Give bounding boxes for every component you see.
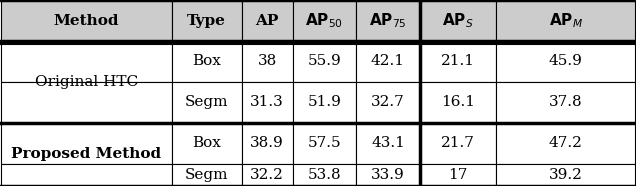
Text: 21.1: 21.1 <box>441 54 475 68</box>
Text: $\mathbf{AP}_{S}$: $\mathbf{AP}_{S}$ <box>442 11 474 30</box>
Text: 47.2: 47.2 <box>549 136 583 150</box>
Bar <box>293 82 356 123</box>
Bar <box>420 123 496 164</box>
Text: 51.9: 51.9 <box>307 95 342 109</box>
Text: 38: 38 <box>258 54 277 68</box>
Bar <box>293 123 356 164</box>
Bar <box>420 0 496 41</box>
Bar <box>242 82 293 123</box>
Bar <box>1 41 172 82</box>
Text: $\mathbf{AP}_{M}$: $\mathbf{AP}_{M}$ <box>549 11 583 30</box>
Bar <box>293 0 356 41</box>
Bar <box>172 82 242 123</box>
Bar <box>496 41 635 82</box>
Text: 45.9: 45.9 <box>549 54 583 68</box>
Bar <box>1 0 172 41</box>
Text: Box: Box <box>192 54 221 68</box>
Text: 53.8: 53.8 <box>308 168 341 182</box>
Text: Segm: Segm <box>185 168 228 182</box>
Bar <box>356 164 420 186</box>
Text: 43.1: 43.1 <box>371 136 405 150</box>
Bar <box>496 82 635 123</box>
Text: Segm: Segm <box>185 95 228 109</box>
Bar <box>1 123 172 164</box>
Bar <box>420 82 496 123</box>
Bar <box>420 164 496 186</box>
Text: Original HTC: Original HTC <box>34 75 138 89</box>
Bar <box>242 123 293 164</box>
Text: Method: Method <box>53 14 119 28</box>
Text: 38.9: 38.9 <box>250 136 284 150</box>
Text: $\mathbf{AP}_{50}$: $\mathbf{AP}_{50}$ <box>305 11 343 30</box>
Bar <box>1 164 172 186</box>
Text: 55.9: 55.9 <box>307 54 342 68</box>
Text: 17: 17 <box>448 168 467 182</box>
Text: AP: AP <box>256 14 279 28</box>
Bar <box>496 123 635 164</box>
Text: Type: Type <box>187 14 226 28</box>
Bar <box>356 0 420 41</box>
Text: 42.1: 42.1 <box>371 54 405 68</box>
Bar <box>420 41 496 82</box>
Bar <box>172 164 242 186</box>
Bar <box>172 123 242 164</box>
Bar <box>242 164 293 186</box>
Bar <box>242 0 293 41</box>
Text: Proposed Method: Proposed Method <box>11 147 162 161</box>
Text: Box: Box <box>192 136 221 150</box>
Bar <box>242 41 293 82</box>
Bar <box>496 0 635 41</box>
Text: 16.1: 16.1 <box>441 95 475 109</box>
Bar <box>172 41 242 82</box>
Bar <box>172 0 242 41</box>
Text: 21.7: 21.7 <box>441 136 475 150</box>
Text: 32.2: 32.2 <box>250 168 284 182</box>
Bar <box>1 82 172 123</box>
Bar <box>496 164 635 186</box>
Bar <box>293 41 356 82</box>
Text: 39.2: 39.2 <box>549 168 583 182</box>
Bar <box>356 123 420 164</box>
Text: 33.9: 33.9 <box>371 168 405 182</box>
Bar <box>293 164 356 186</box>
Text: 31.3: 31.3 <box>250 95 284 109</box>
Text: 37.8: 37.8 <box>549 95 583 109</box>
Text: 32.7: 32.7 <box>371 95 405 109</box>
Text: 57.5: 57.5 <box>308 136 341 150</box>
Bar <box>356 41 420 82</box>
Bar <box>356 82 420 123</box>
Text: $\mathbf{AP}_{75}$: $\mathbf{AP}_{75}$ <box>369 11 407 30</box>
